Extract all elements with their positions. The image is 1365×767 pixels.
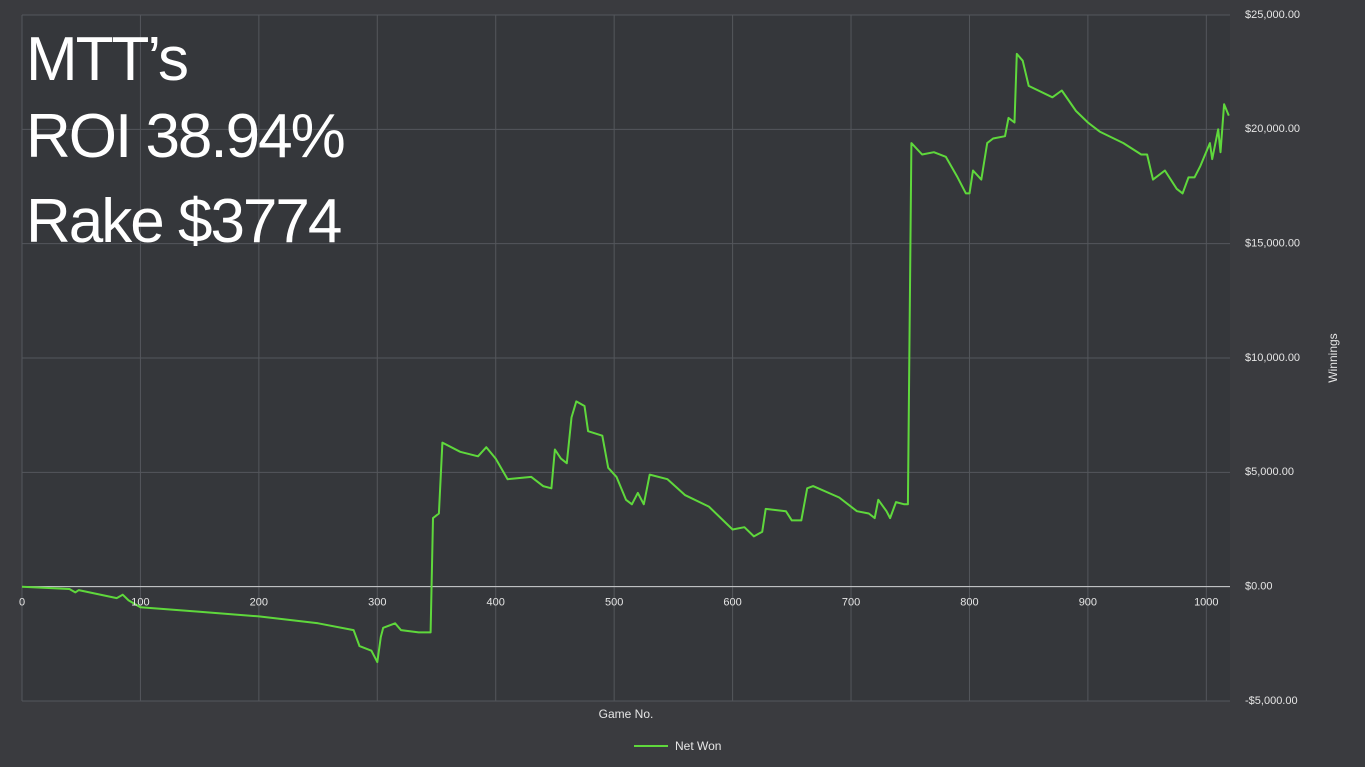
- marks: [21, 52, 1230, 664]
- x-tick-label: 800: [960, 597, 978, 609]
- y-tick-label: $0.00: [1245, 581, 1273, 593]
- x-tick-label: 500: [605, 597, 623, 609]
- y-tick-label: $5,000.00: [1245, 466, 1294, 478]
- x-tick-label: 900: [1079, 597, 1097, 609]
- x-tick-label: 700: [842, 597, 860, 609]
- x-tick-label: 1000: [1194, 597, 1218, 609]
- x-tick-label: 300: [368, 597, 386, 609]
- x-tick-label: 600: [723, 597, 741, 609]
- annotation: MTT’s: [26, 25, 187, 94]
- x-tick-label: 200: [250, 597, 268, 609]
- legend-label: Net Won: [675, 739, 721, 753]
- annotation: ROI 38.94%: [26, 102, 344, 171]
- y-tick-label: $15,000.00: [1245, 238, 1300, 250]
- data-line: [21, 52, 1230, 664]
- y-tick-label: -$5,000.00: [1245, 695, 1298, 707]
- y-tick-label: $20,000.00: [1245, 123, 1300, 135]
- grid: [21, 14, 1230, 702]
- annotation: Rake $3774: [26, 187, 341, 256]
- x-tick-label: 400: [487, 597, 505, 609]
- y-tick-label: $10,000.00: [1245, 352, 1300, 364]
- x-axis-label: Game No.: [599, 707, 654, 721]
- x-tick-label: 100: [131, 597, 149, 609]
- y-axis-label: Winnings: [1326, 333, 1340, 382]
- x-tick-label: 0: [19, 597, 25, 609]
- y-tick-label: $25,000.00: [1245, 9, 1300, 21]
